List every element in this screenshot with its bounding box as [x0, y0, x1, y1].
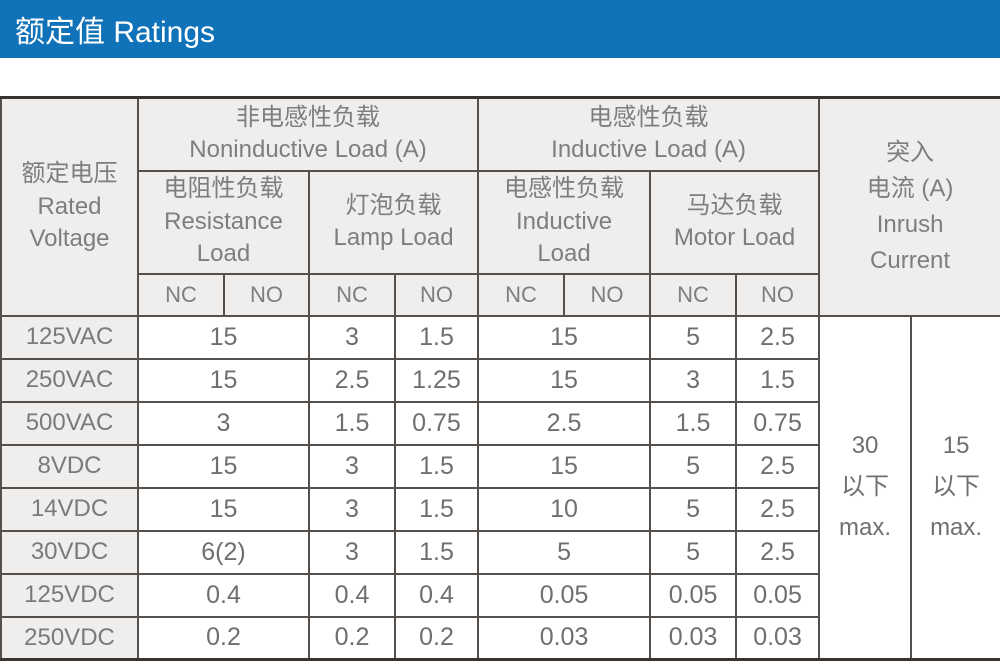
lamp-nc-value: 3 — [308, 486, 396, 532]
motor-no-value: 0.03 — [735, 615, 821, 661]
motor-nc-value: 3 — [649, 357, 738, 403]
resistance-value: 0.2 — [137, 615, 310, 661]
motor-nc-value: 5 — [649, 529, 738, 575]
row-label: 8VDC — [0, 443, 139, 489]
inductive-value: 15 — [477, 443, 652, 489]
section-title-bar: 额定值 Ratings — [0, 0, 1000, 58]
table-row-14vdc: 14VDC 15 3 1.5 10 5 2.5 — [0, 486, 1000, 532]
lamp-nc-value: 0.4 — [308, 572, 396, 618]
row-label: 250VDC — [0, 615, 139, 661]
lamp-no-value: 1.5 — [393, 529, 480, 575]
inductive-value: 2.5 — [477, 400, 652, 446]
table-body: 125VAC 15 3 1.5 15 5 2.5 30 以下 max. 15 以… — [0, 314, 1000, 661]
row-label: 250VAC — [0, 357, 139, 403]
header-lamp-load: 灯泡负载 Lamp Load — [307, 169, 480, 275]
resistance-value: 6(2) — [137, 529, 310, 575]
lamp-no-value: 1.5 — [393, 314, 480, 360]
table-row-30vdc: 30VDC 6(2) 3 1.5 5 5 2.5 — [0, 529, 1000, 575]
header-inductive-load: 电感性负载 Inductive Load — [477, 169, 652, 275]
header-contact-row: NC NO NC NO NC NO NC NO — [1, 272, 1000, 317]
header-inductive-no: NO — [563, 272, 652, 317]
lamp-nc-value: 3 — [308, 443, 396, 489]
header-motor-no: NO — [735, 272, 821, 317]
header-group-noninductive-load: 非电感性负载 Noninductive Load (A) — [136, 96, 480, 172]
table-row-500vac: 500VAC 3 1.5 0.75 2.5 1.5 0.75 — [0, 400, 1000, 446]
motor-nc-value: 1.5 — [649, 400, 738, 446]
header-inrush-current: 突入 电流 (A) Inrush Current — [818, 96, 1000, 317]
header-resistance-no: NO — [223, 272, 310, 317]
header-rated-voltage: 额定电压 Rated Voltage — [0, 96, 139, 317]
lamp-no-value: 1.25 — [393, 357, 480, 403]
row-label: 30VDC — [0, 529, 139, 575]
header-subgroup-row: 电阻性负载 Resistance Load 灯泡负载 Lamp Load 电感性… — [1, 169, 1000, 275]
motor-nc-value: 5 — [649, 314, 738, 360]
header-inductive-nc: NC — [477, 272, 566, 317]
resistance-value: 15 — [137, 486, 310, 532]
resistance-value: 15 — [137, 443, 310, 489]
motor-no-value: 2.5 — [735, 443, 821, 489]
resistance-value: 0.4 — [137, 572, 310, 618]
ratings-table-container: 额定电压 Rated Voltage 非电感性负载 Noninductive L… — [0, 96, 1000, 661]
motor-no-value: 0.75 — [735, 400, 821, 446]
lamp-no-value: 0.4 — [393, 572, 480, 618]
header-motor-load: 马达负载 Motor Load — [649, 169, 821, 275]
header-group-inductive-load: 电感性负载 Inductive Load (A) — [477, 96, 821, 172]
motor-nc-value: 0.03 — [649, 615, 738, 661]
table-row-125vdc: 125VDC 0.4 0.4 0.4 0.05 0.05 0.05 — [0, 572, 1000, 618]
row-label: 14VDC — [0, 486, 139, 532]
lamp-no-value: 0.75 — [393, 400, 480, 446]
ratings-table: 额定电压 Rated Voltage 非电感性负载 Noninductive L… — [0, 96, 1000, 661]
lamp-nc-value: 0.2 — [308, 615, 396, 661]
inductive-value: 5 — [477, 529, 652, 575]
section-title: 额定值 Ratings — [15, 16, 216, 49]
table-row-8vdc: 8VDC 15 3 1.5 15 5 2.5 — [0, 443, 1000, 489]
table-row-250vac: 250VAC 15 2.5 1.25 15 3 1.5 — [0, 357, 1000, 403]
inductive-value: 15 — [477, 357, 652, 403]
lamp-no-value: 1.5 — [393, 486, 480, 532]
header-group-row: 额定电压 Rated Voltage 非电感性负载 Noninductive L… — [0, 96, 1000, 317]
motor-no-value: 1.5 — [735, 357, 821, 403]
header-resistance-nc: NC — [137, 272, 225, 317]
table-header: 额定电压 Rated Voltage 非电感性负载 Noninductive L… — [0, 96, 1000, 317]
lamp-no-value: 1.5 — [393, 443, 480, 489]
header-motor-nc: NC — [649, 272, 738, 317]
lamp-nc-value: 1.5 — [308, 400, 396, 446]
inductive-value: 0.05 — [477, 572, 652, 618]
header-lamp-nc: NC — [308, 272, 396, 317]
row-label: 125VAC — [0, 314, 139, 360]
row-label: 500VAC — [0, 400, 139, 446]
table-row-125vac: 125VAC 15 3 1.5 15 5 2.5 30 以下 max. 15 以… — [0, 314, 1000, 661]
inductive-value: 10 — [477, 486, 652, 532]
lamp-nc-value: 3 — [308, 314, 396, 360]
table-row-250vdc: 250VDC 0.2 0.2 0.2 0.03 0.03 0.03 — [0, 615, 1000, 661]
resistance-value: 3 — [137, 400, 310, 446]
lamp-nc-value: 2.5 — [308, 357, 396, 403]
lamp-nc-value: 3 — [308, 529, 396, 575]
header-lamp-no: NO — [393, 272, 480, 317]
resistance-value: 15 — [137, 314, 310, 360]
motor-no-value: 2.5 — [735, 314, 821, 360]
motor-nc-value: 0.05 — [649, 572, 738, 618]
motor-no-value: 2.5 — [735, 486, 821, 532]
inrush-nc-value: 30 以下 max. — [818, 314, 913, 661]
inductive-value: 0.03 — [477, 615, 652, 661]
resistance-value: 15 — [137, 357, 310, 403]
motor-nc-value: 5 — [649, 443, 738, 489]
inrush-no-value: 15 以下 max. — [910, 314, 1000, 661]
motor-no-value: 2.5 — [735, 529, 821, 575]
row-label: 125VDC — [0, 572, 139, 618]
motor-nc-value: 5 — [649, 486, 738, 532]
inductive-value: 15 — [477, 314, 652, 360]
motor-no-value: 0.05 — [735, 572, 821, 618]
lamp-no-value: 0.2 — [393, 615, 480, 661]
header-resistance-load: 电阻性负载 Resistance Load — [137, 169, 310, 275]
